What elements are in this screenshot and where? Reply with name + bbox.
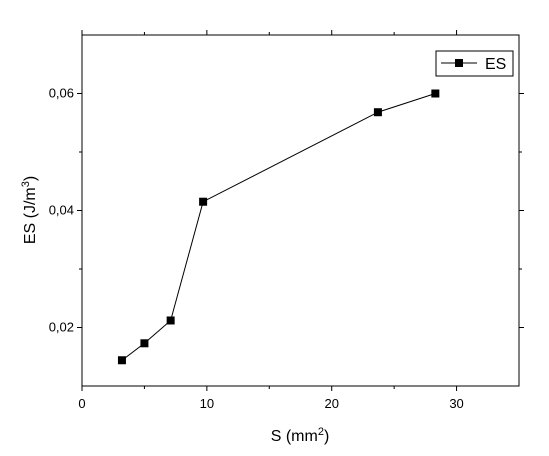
data-point xyxy=(431,89,440,98)
data-point xyxy=(373,108,382,117)
y-axis-title: ES (J/m3) xyxy=(20,176,39,244)
y-tick-label: 0,04 xyxy=(49,203,74,218)
data-point xyxy=(140,339,149,348)
y-axis-ticks: 0,02 0,04 0,06 xyxy=(49,86,524,335)
y-tick-label: 0,06 xyxy=(49,86,74,101)
legend-label: ES xyxy=(485,56,506,73)
series-layer xyxy=(117,89,440,365)
plot-frame xyxy=(81,34,520,387)
y-tick-label: 0,02 xyxy=(49,320,74,335)
x-axis-title: S (mm2) xyxy=(271,426,330,445)
x-tick-label: 10 xyxy=(200,396,214,411)
legend-marker xyxy=(455,59,463,67)
x-tick-label: 20 xyxy=(324,396,338,411)
data-point xyxy=(117,356,126,365)
x-axis-ticks: 0 10 20 30 xyxy=(78,30,464,411)
data-point xyxy=(199,197,208,206)
x-tick-label: 30 xyxy=(449,396,463,411)
data-point xyxy=(166,316,175,325)
legend: ES xyxy=(435,50,514,77)
x-tick-label: 0 xyxy=(78,396,85,411)
